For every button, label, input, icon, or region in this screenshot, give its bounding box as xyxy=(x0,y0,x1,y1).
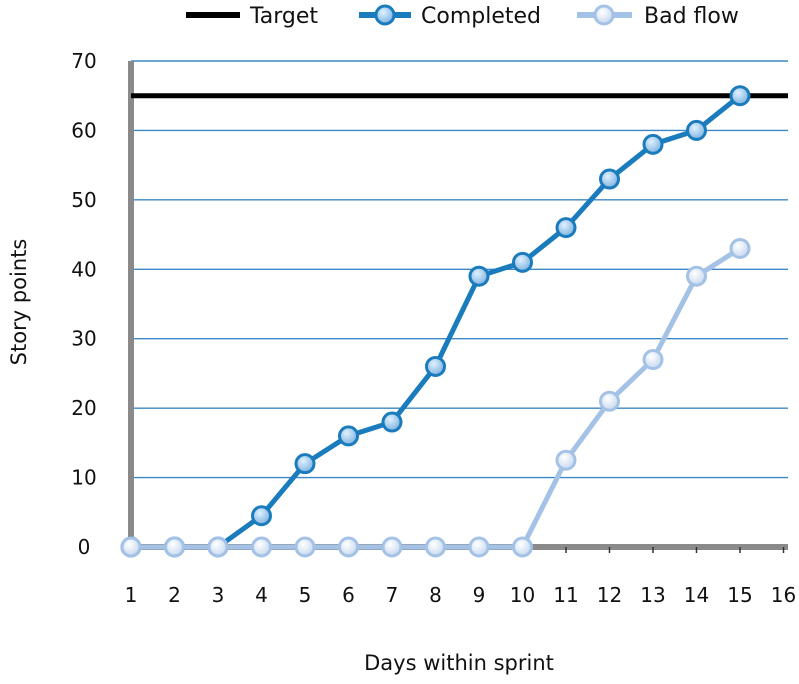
legend-label-bad-flow: Bad flow xyxy=(644,4,739,29)
point-bad-flow-9 xyxy=(468,536,490,558)
y-axis-title: Story points xyxy=(7,239,31,366)
point-completed-6 xyxy=(338,425,359,447)
point-completed-9 xyxy=(468,265,490,287)
y-tick-label-10: 10 xyxy=(71,466,96,490)
x-tick-label-2: 2 xyxy=(168,583,181,607)
x-tick-label-1: 1 xyxy=(125,583,138,607)
x-tick-label-12: 12 xyxy=(597,583,622,607)
point-bad-flow-11 xyxy=(555,449,577,471)
point-completed-13 xyxy=(642,133,664,155)
point-completed-14 xyxy=(686,119,707,141)
point-bad-flow-14 xyxy=(686,265,707,287)
series-group xyxy=(120,85,751,558)
legend-marker-completed xyxy=(374,4,396,26)
y-tick-label-60: 60 xyxy=(71,118,96,142)
x-tick-label-14: 14 xyxy=(684,583,709,607)
y-tick-labels: 0 10 20 30 40 50 60 70 xyxy=(71,49,96,559)
point-bad-flow-1 xyxy=(120,536,142,558)
x-tick-label-5: 5 xyxy=(299,583,312,607)
x-tick-label-6: 6 xyxy=(342,583,355,607)
point-bad-flow-15 xyxy=(729,237,751,259)
point-bad-flow-10 xyxy=(512,536,533,558)
y-tick-label-0: 0 xyxy=(78,535,91,559)
x-tick-label-8: 8 xyxy=(429,583,442,607)
x-tick-label-13: 13 xyxy=(640,583,665,607)
y-tick-label-70: 70 xyxy=(71,49,96,73)
point-bad-flow-2 xyxy=(164,536,185,558)
point-bad-flow-7 xyxy=(381,536,403,558)
y-tick-label-40: 40 xyxy=(71,257,96,281)
legend-marker-bad-flow xyxy=(593,4,615,26)
point-completed-10 xyxy=(512,251,533,273)
x-tick-label-11: 11 xyxy=(553,583,578,607)
x-tick-labels: 1 2 3 4 5 6 7 8 9 10 11 12 13 14 15 16 xyxy=(125,583,797,607)
x-tick-label-16: 16 xyxy=(771,583,796,607)
point-completed-12 xyxy=(599,168,620,190)
point-bad-flow-13 xyxy=(642,349,664,371)
grid-lines xyxy=(131,60,788,479)
point-bad-flow-8 xyxy=(425,536,446,558)
point-bad-flow-6 xyxy=(338,536,359,558)
y-tick-label-50: 50 xyxy=(71,188,96,212)
legend: Target Completed Bad flow xyxy=(186,4,739,29)
point-bad-flow-5 xyxy=(294,536,316,558)
y-tick-label-20: 20 xyxy=(71,396,96,420)
point-completed-5 xyxy=(294,453,316,475)
x-tick-label-3: 3 xyxy=(212,583,225,607)
legend-label-completed: Completed xyxy=(421,4,541,29)
x-axis-title: Days within sprint xyxy=(364,651,554,675)
point-completed-15 xyxy=(729,85,751,107)
series-line-completed xyxy=(128,93,743,550)
series-line-bad-flow xyxy=(128,245,743,550)
point-completed-11 xyxy=(555,217,577,239)
point-bad-flow-4 xyxy=(251,536,272,558)
x-tick-label-4: 4 xyxy=(255,583,268,607)
x-tick-label-15: 15 xyxy=(727,583,752,607)
point-completed-7 xyxy=(381,411,403,433)
legend-label-target: Target xyxy=(249,4,318,29)
point-bad-flow-3 xyxy=(207,536,229,558)
point-completed-4 xyxy=(251,505,272,527)
x-tick-label-9: 9 xyxy=(473,583,486,607)
x-tick-label-7: 7 xyxy=(386,583,399,607)
y-tick-label-30: 30 xyxy=(71,327,96,351)
point-bad-flow-12 xyxy=(599,390,620,412)
point-completed-8 xyxy=(425,355,446,377)
x-tick-label-10: 10 xyxy=(510,583,535,607)
